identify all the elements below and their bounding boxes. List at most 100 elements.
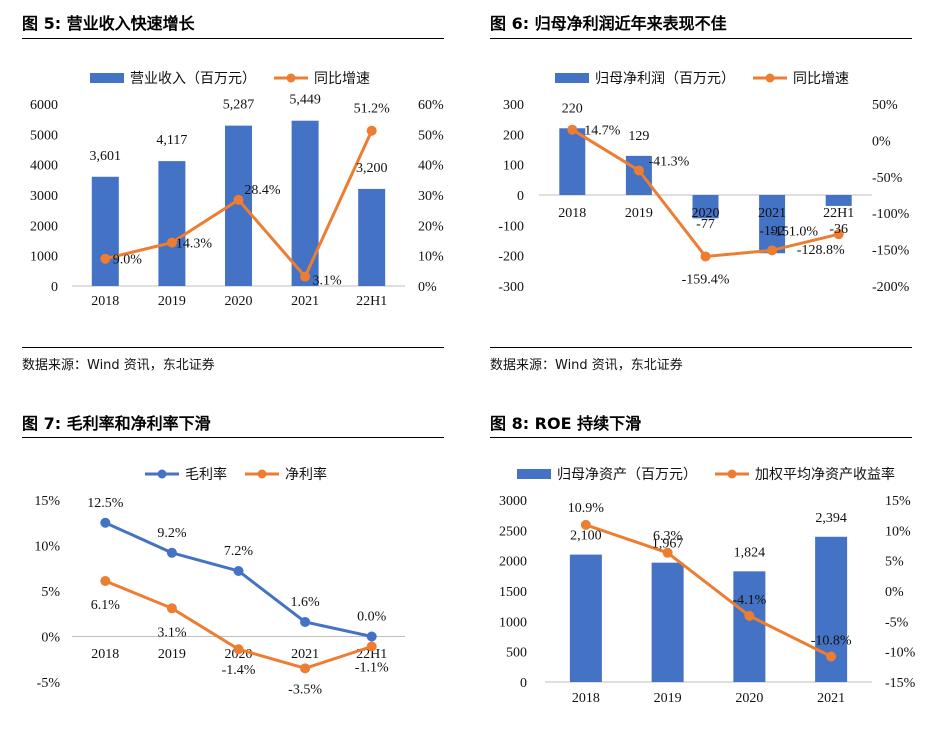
line-marker bbox=[100, 253, 111, 264]
chart-revenue: 0 1000 2000 3000 4000 5000 6000 0% 10% 20% 30% 40% 5… bbox=[30, 71, 444, 309]
bar bbox=[651, 562, 684, 682]
x-tick-label: 22H1 bbox=[356, 647, 387, 662]
chart-roe: 0 500 1000 1500 2000 2500 3000 -15% -10% -5% 0% 5% 1… bbox=[499, 466, 916, 706]
line-marker bbox=[366, 125, 377, 136]
bar bbox=[759, 195, 786, 254]
line-data-label: -159.4% bbox=[682, 272, 730, 287]
bar-data-label: 3,601 bbox=[90, 149, 122, 164]
y-right-tick: 0% bbox=[885, 585, 904, 600]
line-marker bbox=[233, 194, 244, 205]
bar-data-label: -192 bbox=[759, 224, 785, 239]
line-marker bbox=[233, 565, 244, 576]
y-left-tick: 0 bbox=[517, 189, 524, 204]
y-left-tick: 2500 bbox=[499, 524, 527, 539]
legend-swatch-bar bbox=[90, 73, 124, 83]
bar-data-label: 129 bbox=[628, 129, 649, 144]
line-data-label: -4.1% bbox=[732, 593, 766, 608]
bar-data-label: -36 bbox=[829, 222, 848, 237]
legend-label: 归母净资产（百万元） bbox=[557, 466, 697, 483]
line-data-label: 3.1% bbox=[313, 274, 343, 289]
figure-6-source: 数据来源：Wind 资讯，东北证券 bbox=[490, 358, 683, 373]
line-data-label: 0.0% bbox=[357, 610, 387, 625]
line-marker bbox=[366, 641, 377, 652]
line-marker bbox=[567, 124, 578, 135]
y-left-tick: 4000 bbox=[30, 159, 58, 174]
line-marker bbox=[300, 663, 311, 674]
bar-data-label: 220 bbox=[562, 101, 583, 116]
y-left-tick: 6000 bbox=[30, 98, 58, 113]
x-tick-label: 2021 bbox=[817, 691, 845, 706]
bar bbox=[358, 188, 386, 286]
bar bbox=[559, 128, 586, 195]
figure-5-bottom-rule bbox=[22, 347, 444, 348]
y-right-tick: 50% bbox=[418, 128, 444, 143]
legend-swatch-marker bbox=[257, 469, 267, 479]
figure-6-title-rule bbox=[490, 38, 912, 39]
line-marker bbox=[744, 610, 755, 621]
bar-data-label: 3,200 bbox=[356, 161, 388, 176]
bar bbox=[569, 554, 602, 682]
legend-label: 净利率 bbox=[285, 466, 327, 483]
line-data-label: 3.1% bbox=[157, 625, 187, 640]
y-left-tick: 10% bbox=[34, 540, 60, 555]
y-left-tick: 0 bbox=[51, 280, 58, 295]
bar-data-label: 1,824 bbox=[734, 545, 766, 560]
series-line bbox=[585, 523, 832, 658]
y-left-tick: -5% bbox=[37, 676, 61, 691]
line-marker bbox=[300, 616, 311, 627]
figure-6-title: 图 6: 归母净利润近年来表现不佳 bbox=[490, 14, 727, 33]
line-data-label: 12.5% bbox=[87, 496, 124, 511]
bar bbox=[825, 195, 852, 206]
bar-data-label: 2,394 bbox=[815, 511, 847, 526]
line-data-label: 14.3% bbox=[176, 237, 213, 252]
bar bbox=[733, 571, 766, 682]
line-data-label: -1.1% bbox=[355, 661, 389, 676]
x-tick-label: 2021 bbox=[291, 647, 319, 662]
y-left-tick: 3000 bbox=[499, 494, 527, 509]
x-tick-label: 2021 bbox=[291, 294, 319, 309]
x-tick-label: 22H1 bbox=[823, 206, 854, 221]
line-data-label: 1.6% bbox=[291, 595, 321, 610]
figure-8-title: 图 8: ROE 持续下滑 bbox=[490, 414, 642, 433]
y-right-tick: 50% bbox=[872, 98, 898, 113]
bar bbox=[692, 195, 719, 219]
y-left-tick: 1500 bbox=[499, 585, 527, 600]
figure-7-title-rule bbox=[22, 437, 444, 438]
y-left-tick: 200 bbox=[503, 128, 524, 143]
line-marker bbox=[700, 251, 711, 262]
line-data-label: 7.2% bbox=[224, 544, 254, 559]
y-left-tick: 0 bbox=[520, 676, 527, 691]
y-right-tick: 30% bbox=[418, 189, 444, 204]
legend-swatch-marker bbox=[157, 469, 167, 479]
legend-label: 加权平均净资产收益率 bbox=[755, 466, 895, 483]
legend-swatch-marker bbox=[286, 73, 296, 83]
line-marker bbox=[767, 245, 778, 256]
legend-label: 营业收入（百万元） bbox=[130, 71, 256, 87]
y-right-tick: -15% bbox=[885, 676, 916, 691]
y-right-tick: -50% bbox=[872, 171, 903, 186]
figure-8-title-rule bbox=[490, 437, 912, 438]
line-marker bbox=[833, 229, 844, 240]
y-left-tick: 2000 bbox=[30, 219, 58, 234]
y-right-tick: -150% bbox=[872, 244, 910, 259]
y-right-tick: 10% bbox=[885, 524, 911, 539]
line-marker bbox=[826, 651, 837, 662]
line-data-label: 51.2% bbox=[354, 102, 391, 117]
y-right-tick: 40% bbox=[418, 159, 444, 174]
legend-label: 同比增速 bbox=[793, 71, 849, 87]
y-right-tick: 15% bbox=[885, 494, 911, 509]
x-tick-label: 2018 bbox=[91, 647, 119, 662]
legend-swatch-marker bbox=[765, 73, 775, 83]
bar-data-label: 5,287 bbox=[223, 98, 255, 113]
legend-label: 毛利率 bbox=[185, 466, 227, 483]
y-left-tick: 300 bbox=[503, 98, 524, 113]
y-right-tick: -200% bbox=[872, 280, 910, 295]
legend-swatch-bar bbox=[555, 73, 589, 83]
y-left-tick: 1000 bbox=[30, 250, 58, 265]
line-marker bbox=[166, 547, 177, 558]
line-marker bbox=[100, 575, 111, 586]
y-right-tick: 5% bbox=[885, 555, 904, 570]
figure-6-bottom-rule bbox=[490, 347, 912, 348]
bar-data-label: 4,117 bbox=[156, 133, 187, 148]
bar bbox=[158, 161, 186, 286]
